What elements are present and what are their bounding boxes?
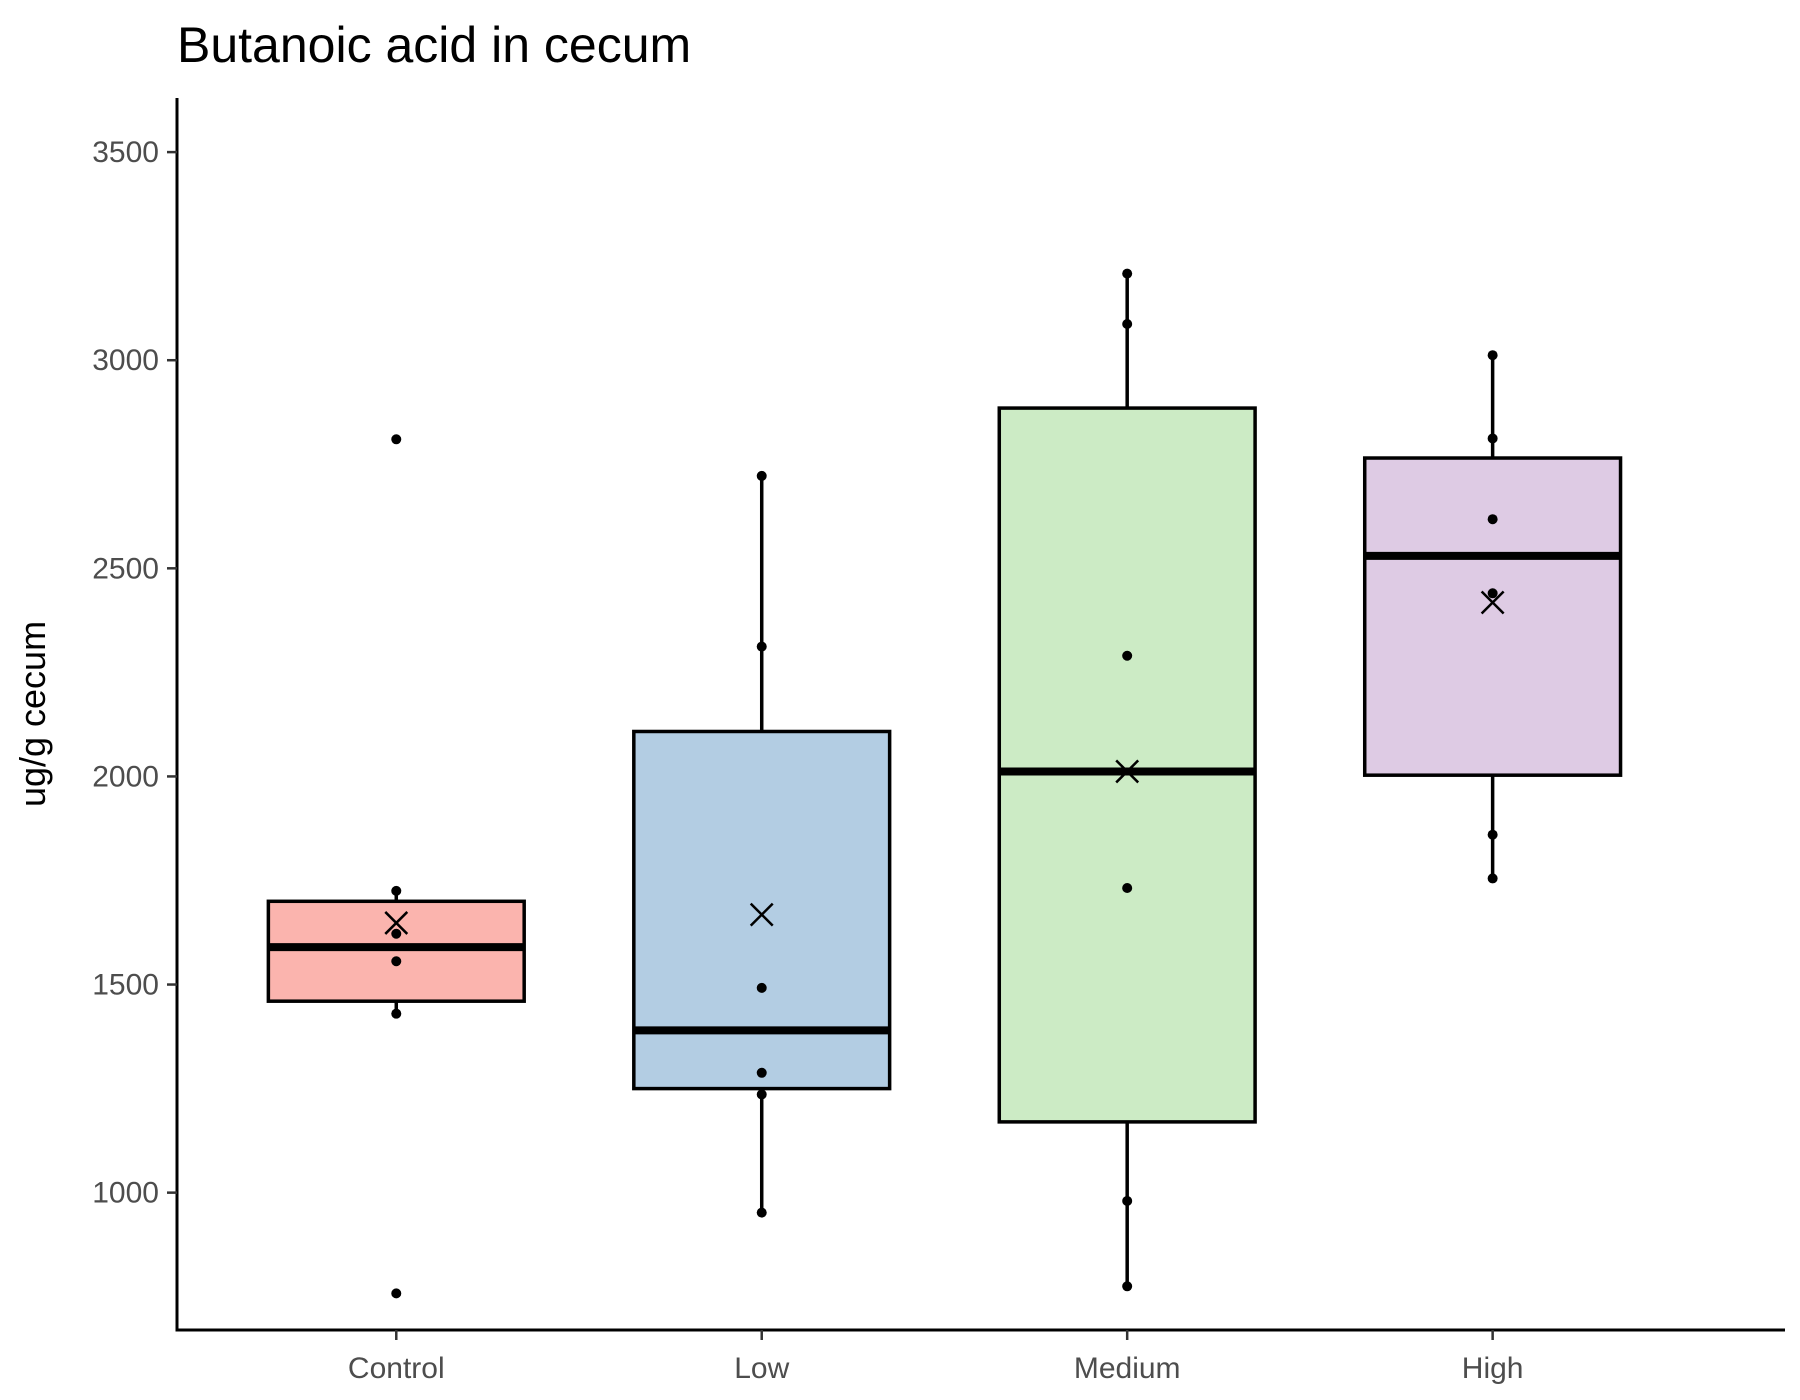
x-tick-label: Control [348, 1352, 445, 1385]
plot-area: 1000 1500 2000 2500 3000 3500 Control Low Medium… [92, 98, 1785, 1385]
data-point [756, 1207, 767, 1218]
data-point [1487, 829, 1498, 840]
y-tick-label: 1500 [92, 969, 159, 1002]
data-point [1122, 882, 1133, 893]
box-iqr [997, 406, 1257, 1124]
y-tick-label: 3000 [92, 344, 159, 377]
data-point [756, 982, 767, 993]
box-group-control [266, 434, 526, 1299]
mean-marker [749, 902, 774, 927]
box-group-medium [997, 268, 1257, 1292]
data-point [756, 1067, 767, 1078]
data-point [756, 1089, 767, 1100]
mean-marker-stroke [749, 902, 774, 927]
chart-title: Butanoic acid in cecum [177, 17, 691, 73]
x-tick-label: Low [734, 1352, 789, 1385]
data-point [1122, 650, 1133, 661]
mean-marker [384, 911, 409, 935]
data-point [1122, 1281, 1133, 1292]
box-iqr [266, 899, 526, 1003]
box-iqr [1362, 456, 1623, 777]
data-point [391, 1288, 402, 1299]
y-tick-label: 1000 [92, 1177, 159, 1210]
data-point [391, 956, 402, 967]
data-point [1487, 588, 1498, 599]
mean-marker [1480, 590, 1505, 615]
mean-marker-stroke [384, 911, 409, 935]
data-point [756, 641, 767, 652]
data-point [391, 434, 402, 445]
data-point [391, 885, 402, 896]
mean-marker-stroke [1480, 590, 1505, 615]
y-tick-label: 3500 [92, 136, 159, 169]
data-point [1487, 514, 1498, 525]
data-point [1487, 350, 1498, 361]
data-point [1487, 433, 1498, 444]
data-point [1122, 1195, 1133, 1206]
x-tick-label: Medium [1074, 1352, 1181, 1385]
y-axis-label: ug/g cecum [12, 621, 53, 807]
data-point [756, 470, 767, 481]
mean-marker-stroke [1115, 759, 1140, 784]
box-iqr [632, 729, 892, 1091]
data-point [1122, 319, 1133, 330]
box-group-low [632, 470, 892, 1218]
y-tick-label: 2500 [92, 552, 159, 585]
data-point [1122, 268, 1133, 279]
data-point [1487, 873, 1498, 884]
data-point [391, 928, 402, 939]
y-tick-label: 2000 [92, 760, 159, 793]
data-point [391, 1008, 402, 1019]
mean-marker [1115, 759, 1140, 784]
box-group-high [1362, 350, 1623, 884]
x-tick-label: High [1462, 1352, 1524, 1385]
